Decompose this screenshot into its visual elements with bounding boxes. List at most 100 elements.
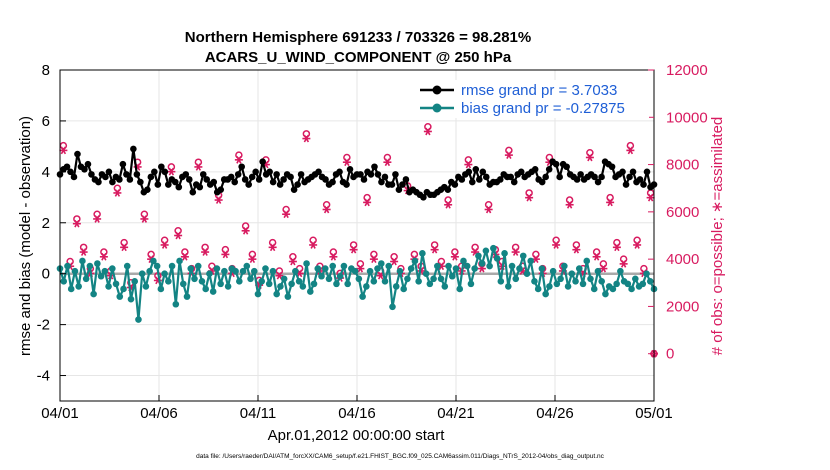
bias-data-point <box>340 262 348 270</box>
bias-data-point <box>187 265 195 272</box>
left-tick-label: 0 <box>42 266 50 283</box>
obs-possible-marker <box>437 257 446 266</box>
obs-assimilated-marker <box>140 215 149 223</box>
bias-data-point <box>135 316 142 323</box>
obs-assimilated-marker <box>525 193 534 202</box>
obs-assimilated-marker <box>160 241 169 249</box>
bias-data-point <box>407 265 415 272</box>
obs-possible-marker <box>640 264 648 273</box>
obs-assimilated-marker <box>484 205 493 214</box>
obs-possible-marker <box>73 215 81 223</box>
bias-data-point <box>105 283 112 290</box>
rmse-data-point <box>496 176 504 183</box>
rmse-data-point <box>336 168 343 176</box>
bias-data-point <box>445 262 452 270</box>
rmse-data-point <box>542 173 549 181</box>
bias-data-point <box>284 293 292 300</box>
x-axis-label: Apr.01,2012 00:00:00 start <box>268 427 446 444</box>
rmse-data-point <box>210 178 218 186</box>
bias-data-point <box>157 285 165 293</box>
rmse-data-point <box>598 173 605 181</box>
obs-assimilated-marker <box>214 196 223 204</box>
rmse-data-point <box>217 186 225 193</box>
rmse-data-point <box>123 171 130 178</box>
bias-data-point <box>549 267 557 275</box>
bias-data-point <box>643 270 650 277</box>
x-tick-label: 05/01 <box>635 405 673 422</box>
rmse-data-point <box>378 178 385 186</box>
obs-possible-marker <box>606 193 614 202</box>
obs-assimilated-marker <box>464 160 473 169</box>
bias-data-point <box>303 260 310 267</box>
obs-possible-marker <box>390 253 398 261</box>
obs-assimilated-marker <box>504 151 513 159</box>
bias-data-point <box>336 272 344 280</box>
obs-assimilated-marker <box>592 252 601 261</box>
rmse-data-point <box>269 178 277 186</box>
rmse-data-point <box>294 181 301 188</box>
rmse-data-point <box>622 181 630 188</box>
y-axis-label-right: # of obs: o=possible; ∗=assimilated <box>709 117 726 356</box>
bias-data-point <box>430 275 437 283</box>
rmse-data-point <box>315 168 322 176</box>
obs-assimilated-marker <box>221 250 230 259</box>
bias-data-point <box>179 280 187 288</box>
rmse-data-point <box>643 168 651 176</box>
bias-data-point <box>64 262 71 270</box>
bias-series-line <box>58 247 655 321</box>
bias-data-point <box>292 267 299 275</box>
bias-data-point <box>254 290 262 298</box>
left-tick-label: 4 <box>42 164 50 181</box>
rmse-data-point <box>444 186 452 193</box>
bias-data-point <box>527 257 535 265</box>
rmse-data-point <box>147 173 155 181</box>
rmse-data-point <box>172 178 179 186</box>
obs-possible-marker <box>120 238 128 247</box>
rmse-data-point <box>395 186 403 193</box>
bias-data-point <box>598 278 605 285</box>
obs-assimilated-marker <box>430 245 439 254</box>
bias-data-point <box>624 280 632 288</box>
obs-assimilated-marker <box>120 243 129 252</box>
rmse-data-point <box>458 176 466 183</box>
rmse-data-point <box>510 178 518 186</box>
obs-possible-marker <box>275 267 284 275</box>
bias-data-point <box>508 262 516 270</box>
rmse-data-point <box>238 163 245 171</box>
rmse-data-point <box>619 168 626 176</box>
rmse-data-point <box>531 166 539 173</box>
obs-possible-marker <box>370 250 378 259</box>
obs-possible-marker <box>113 184 122 192</box>
rmse-data-point <box>252 168 259 176</box>
bias-data-point <box>546 283 553 290</box>
bias-data-point <box>295 278 303 285</box>
bias-data-point <box>392 283 400 290</box>
rmse-data-point <box>392 171 399 178</box>
rmse-data-point <box>371 163 378 171</box>
bias-data-point <box>426 280 434 288</box>
bias-data-point <box>437 275 445 283</box>
obs-possible-marker <box>451 248 459 256</box>
bias-data-point <box>123 262 131 270</box>
rmse-data-point <box>556 173 563 181</box>
obs-possible-marker <box>268 238 277 247</box>
obs-assimilated-marker <box>342 158 351 167</box>
rmse-data-point <box>469 178 476 186</box>
obs-assimilated-marker <box>268 243 277 252</box>
rmse-data-point <box>482 173 490 181</box>
rmse-data-point <box>175 183 183 191</box>
bias-data-point <box>419 250 426 257</box>
obs-assimilated-marker <box>288 257 297 266</box>
rmse-data-point <box>329 178 336 186</box>
rmse-data-point <box>199 171 207 178</box>
rmse-data-point <box>507 173 515 181</box>
obs-possible-marker <box>430 241 439 249</box>
rmse-data-point <box>322 176 329 183</box>
bias-data-point <box>363 283 370 290</box>
obs-possible-marker <box>241 222 250 230</box>
obs-assimilated-marker <box>248 255 257 264</box>
obs-possible-marker <box>410 250 419 259</box>
rmse-data-point <box>290 186 298 193</box>
obs-possible-marker <box>471 243 479 252</box>
bias-data-point <box>236 278 243 285</box>
